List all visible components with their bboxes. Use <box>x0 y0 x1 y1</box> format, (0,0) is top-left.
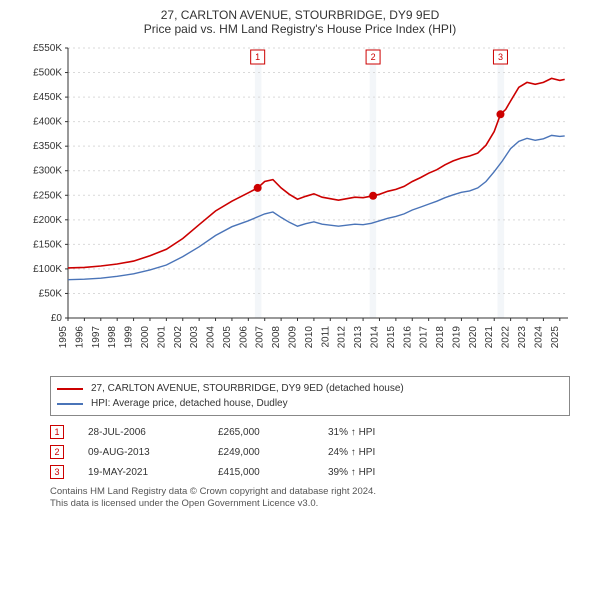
x-tick-label: 2020 <box>468 326 479 349</box>
line-chart-svg: £0 £50K £100K £150K £200K £250K £300K £350K £400… <box>20 40 580 370</box>
x-tick-label: 2006 <box>238 326 249 349</box>
x-tick-label: 2022 <box>501 326 512 349</box>
transaction-price: £249,000 <box>218 447 328 458</box>
marker-band <box>255 48 262 318</box>
y-tick-label: £200K <box>33 215 62 226</box>
y-tick-label: £50K <box>39 288 63 299</box>
x-tick-label: 2011 <box>320 326 331 348</box>
transaction-dot <box>369 192 377 200</box>
transaction-table: 1 28-JUL-2006£265,00031% ↑ HPI 2 09-AUG-201… <box>50 422 570 482</box>
x-tick-label: 2018 <box>435 326 446 349</box>
legend-row: 27, CARLTON AVENUE, STOURBRIDGE, DY9 9ED… <box>57 381 563 396</box>
title-block: 27, CARLTON AVENUE, STOURBRIDGE, DY9 9ED… <box>10 8 590 36</box>
y-tick-label: £400K <box>33 117 62 128</box>
transaction-row: 1 28-JUL-2006£265,00031% ↑ HPI <box>50 422 570 442</box>
x-tick-label: 2017 <box>419 326 430 349</box>
x-tick-label: 1996 <box>74 326 85 349</box>
x-tick-label: 2023 <box>517 326 528 349</box>
chart-marker-number: 2 <box>371 52 376 62</box>
transaction-diff: 24% ↑ HPI <box>328 447 438 458</box>
x-tick-label: 2014 <box>369 326 380 349</box>
footer-line1: Contains HM Land Registry data © Crown c… <box>50 486 570 498</box>
transaction-diff: 39% ↑ HPI <box>328 467 438 478</box>
x-tick-label: 2009 <box>288 326 299 349</box>
transaction-marker: 3 <box>50 465 64 479</box>
x-tick-label: 2004 <box>206 326 217 349</box>
x-tick-label: 2025 <box>550 326 561 349</box>
x-tick-label: 1997 <box>91 326 102 349</box>
x-tick-label: 1998 <box>107 326 118 349</box>
x-tick-label: 2021 <box>484 326 495 349</box>
transaction-diff: 31% ↑ HPI <box>328 427 438 438</box>
y-tick-label: £550K <box>33 43 62 54</box>
x-tick-label: 2019 <box>451 326 462 349</box>
footer-attribution: Contains HM Land Registry data © Crown c… <box>50 486 570 511</box>
x-tick-label: 2010 <box>304 326 315 349</box>
legend-box: 27, CARLTON AVENUE, STOURBRIDGE, DY9 9ED… <box>50 376 570 416</box>
transaction-dot <box>254 184 262 192</box>
y-tick-label: £300K <box>33 166 62 177</box>
y-tick-label: £350K <box>33 141 62 152</box>
transaction-date: 09-AUG-2013 <box>88 447 218 458</box>
x-tick-label: 2012 <box>337 326 348 349</box>
x-tick-label: 2015 <box>386 326 397 349</box>
chart-marker-number: 1 <box>255 52 260 62</box>
x-tick-label: 2001 <box>156 326 167 349</box>
y-tick-label: £150K <box>33 239 62 250</box>
x-tick-label: 2024 <box>533 326 544 349</box>
x-tick-label: 2016 <box>402 326 413 349</box>
x-tick-label: 2007 <box>255 326 266 349</box>
x-tick-label: 1999 <box>124 326 135 349</box>
legend-swatch <box>57 403 83 405</box>
title-subtitle: Price paid vs. HM Land Registry's House … <box>10 22 590 36</box>
y-tick-label: £0 <box>51 313 63 324</box>
x-tick-label: 1995 <box>58 326 69 349</box>
legend-label: HPI: Average price, detached house, Dudl… <box>91 396 288 411</box>
transaction-marker: 1 <box>50 425 64 439</box>
transaction-date: 19-MAY-2021 <box>88 467 218 478</box>
transaction-price: £415,000 <box>218 467 328 478</box>
footer-line2: This data is licensed under the Open Gov… <box>50 498 570 510</box>
title-address: 27, CARLTON AVENUE, STOURBRIDGE, DY9 9ED <box>10 8 590 22</box>
x-tick-label: 2002 <box>173 326 184 349</box>
y-tick-label: £450K <box>33 92 62 103</box>
legend-row: HPI: Average price, detached house, Dudl… <box>57 396 563 411</box>
y-tick-label: £100K <box>33 264 62 275</box>
x-tick-label: 2005 <box>222 326 233 349</box>
x-tick-label: 2000 <box>140 326 151 349</box>
transaction-row: 2 09-AUG-2013£249,00024% ↑ HPI <box>50 442 570 462</box>
x-tick-label: 2008 <box>271 326 282 349</box>
x-tick-label: 2003 <box>189 326 200 349</box>
y-tick-label: £250K <box>33 190 62 201</box>
series-property <box>68 78 565 268</box>
chart-container: 27, CARLTON AVENUE, STOURBRIDGE, DY9 9ED… <box>0 0 600 590</box>
transaction-dot <box>496 110 504 118</box>
chart-marker-number: 3 <box>498 52 503 62</box>
transaction-date: 28-JUL-2006 <box>88 427 218 438</box>
marker-band <box>370 48 377 318</box>
transaction-row: 3 19-MAY-2021£415,00039% ↑ HPI <box>50 462 570 482</box>
chart-area: £0 £50K £100K £150K £200K £250K £300K £350K £400… <box>20 40 580 370</box>
legend-swatch <box>57 388 83 390</box>
legend-label: 27, CARLTON AVENUE, STOURBRIDGE, DY9 9ED… <box>91 381 404 396</box>
transaction-marker: 2 <box>50 445 64 459</box>
y-tick-label: £500K <box>33 68 62 79</box>
x-tick-label: 2013 <box>353 326 364 349</box>
marker-band <box>498 48 505 318</box>
transaction-price: £265,000 <box>218 427 328 438</box>
